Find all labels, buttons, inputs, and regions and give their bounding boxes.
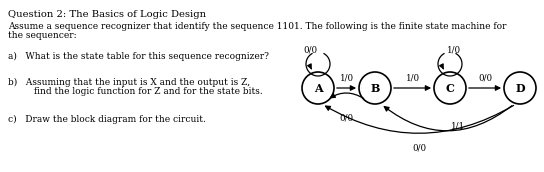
Text: C: C xyxy=(446,83,454,94)
Text: Assume a sequence recognizer that identify the sequence 1101. The following is t: Assume a sequence recognizer that identi… xyxy=(8,22,506,31)
Text: 0/0: 0/0 xyxy=(412,143,426,153)
Text: a)   What is the state table for this sequence recognizer?: a) What is the state table for this sequ… xyxy=(8,52,269,61)
Text: 1/0: 1/0 xyxy=(447,46,461,55)
Text: 1/1: 1/1 xyxy=(450,121,465,131)
Text: 1/0: 1/0 xyxy=(405,73,419,83)
Text: the sequencer:: the sequencer: xyxy=(8,31,77,40)
Text: c)   Draw the block diagram for the circuit.: c) Draw the block diagram for the circui… xyxy=(8,115,206,124)
Text: b)   Assuming that the input is X and the output is Z,: b) Assuming that the input is X and the … xyxy=(8,78,250,87)
Text: D: D xyxy=(515,83,525,94)
Text: 0/0: 0/0 xyxy=(339,114,354,122)
Text: 0/0: 0/0 xyxy=(303,46,317,55)
Text: find the logic function for Z and for the state bits.: find the logic function for Z and for th… xyxy=(8,87,263,96)
Text: A: A xyxy=(314,83,322,94)
Text: 1/0: 1/0 xyxy=(339,73,354,83)
Text: 0/0: 0/0 xyxy=(478,73,492,83)
Text: B: B xyxy=(370,83,380,94)
Text: Question 2: The Basics of Logic Design: Question 2: The Basics of Logic Design xyxy=(8,10,206,19)
